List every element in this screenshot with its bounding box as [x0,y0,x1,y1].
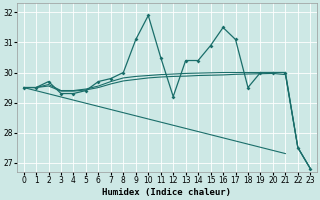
X-axis label: Humidex (Indice chaleur): Humidex (Indice chaleur) [102,188,231,197]
